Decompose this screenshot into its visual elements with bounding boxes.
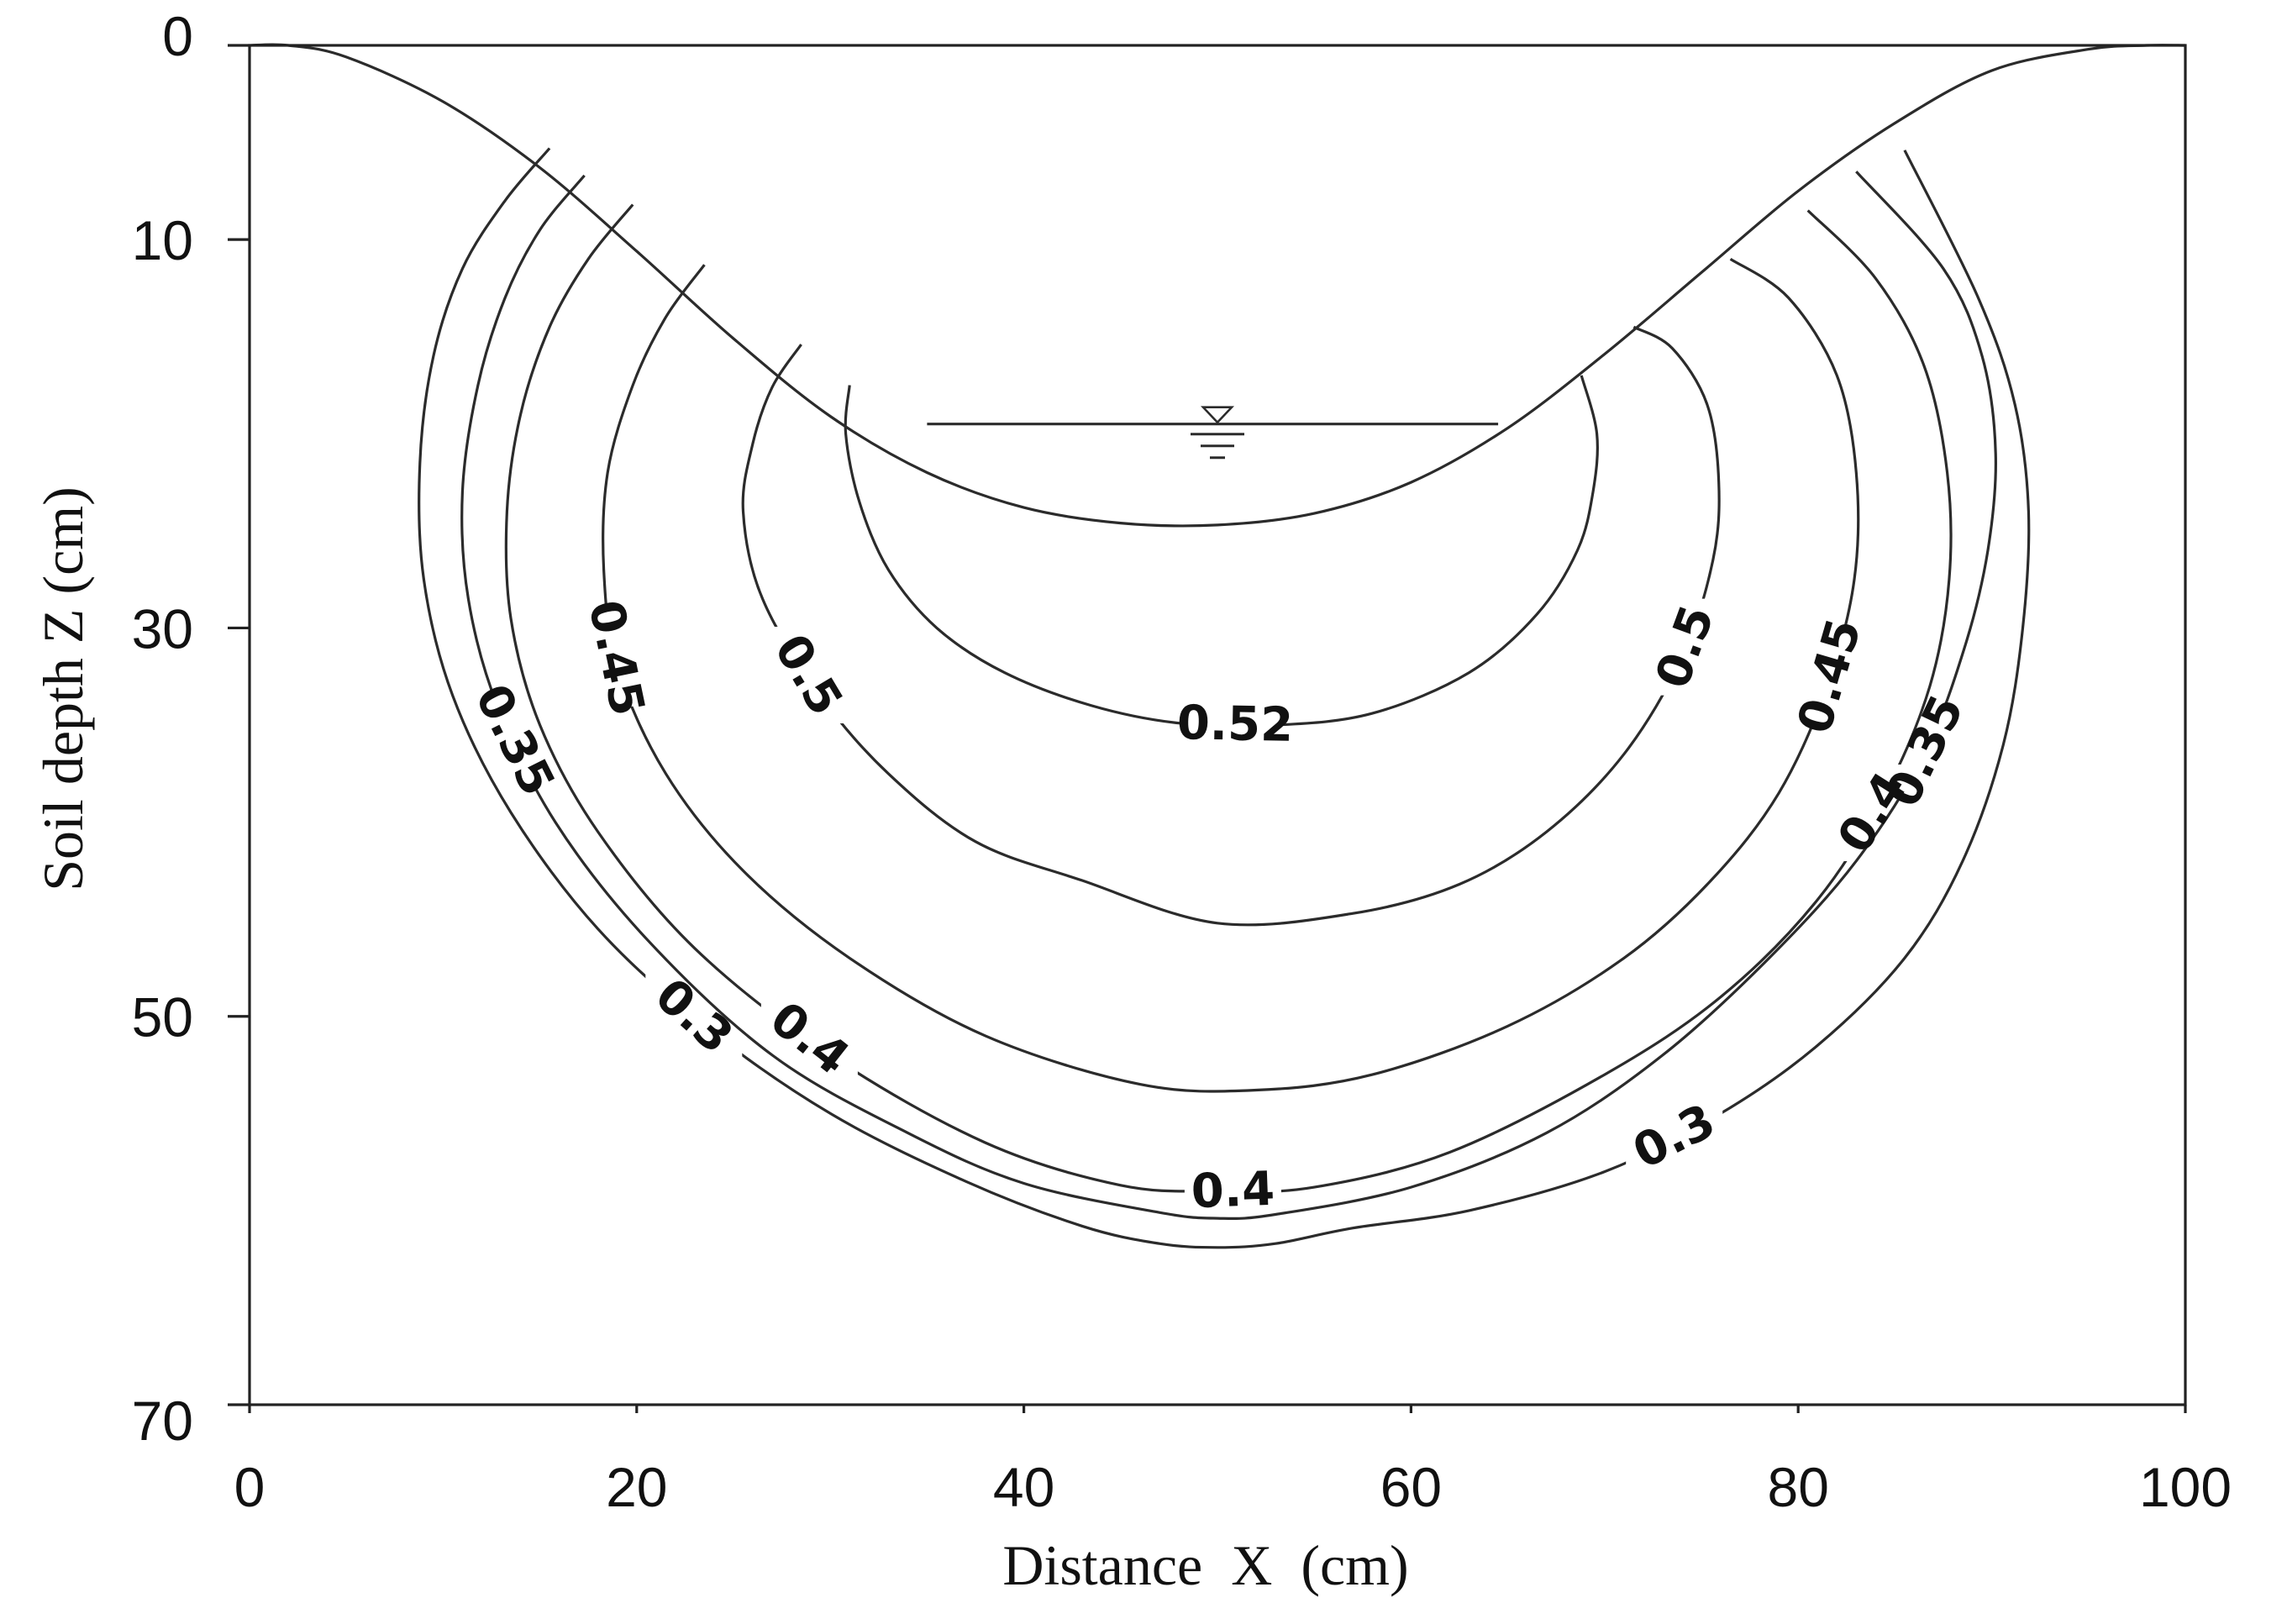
- x-tick-label: 80: [1767, 1456, 1828, 1518]
- x-tick-label: 40: [993, 1456, 1054, 1518]
- axes: 0 10 30 50 70 0 20 40 60 80 100: [132, 5, 2232, 1518]
- x-tick-label: 60: [1380, 1456, 1442, 1518]
- contour-label: 0.45: [577, 596, 655, 721]
- contour-line-0.5: [741, 325, 1721, 927]
- y-tick-label: 50: [132, 986, 193, 1049]
- water-level: [927, 406, 1499, 460]
- water-level-icon: [1200, 406, 1235, 424]
- furrow-surface: [249, 43, 2186, 528]
- contour-label: 0.5: [763, 625, 853, 725]
- contour-line-0.35: [460, 171, 1997, 1221]
- y-axis-title: Soil depth Z (cm): [31, 486, 95, 891]
- contour-label: 0.3: [1625, 1094, 1724, 1180]
- contour-label: 0.3: [644, 968, 743, 1064]
- contour-label: 0.45: [1787, 612, 1872, 739]
- x-tick-label: 20: [606, 1456, 667, 1518]
- contour-line-0.3: [418, 147, 2031, 1249]
- contour-line-0.52: [844, 375, 1599, 728]
- contour-label: 0.4: [760, 991, 859, 1085]
- y-tick-label: 0: [162, 5, 193, 67]
- contour-lines: [418, 147, 2031, 1249]
- x-tick-label: 100: [2139, 1456, 2232, 1518]
- furrow-surface-line: [249, 43, 2186, 528]
- contour-label: 0.5: [1645, 598, 1725, 695]
- x-axis-title: Distance X (cm): [1002, 1533, 1408, 1597]
- contour-label: 0.35: [1875, 687, 1974, 816]
- y-tick-label: 70: [132, 1390, 193, 1452]
- y-tick-label: 10: [132, 209, 193, 271]
- x-tick-label: 0: [234, 1456, 266, 1518]
- contour-label: 0.35: [464, 676, 565, 805]
- plot-frame: [248, 44, 2187, 1406]
- contour-labels: 0.520.5 0.50.45 0.450.40.40.40.35 0.350.30.…: [464, 596, 1974, 1219]
- contour-label: 0.52: [1176, 696, 1293, 753]
- y-tick-label: 30: [132, 597, 193, 660]
- contour-label: 0.4: [1191, 1162, 1276, 1220]
- contour-line-0.45: [602, 257, 1860, 1093]
